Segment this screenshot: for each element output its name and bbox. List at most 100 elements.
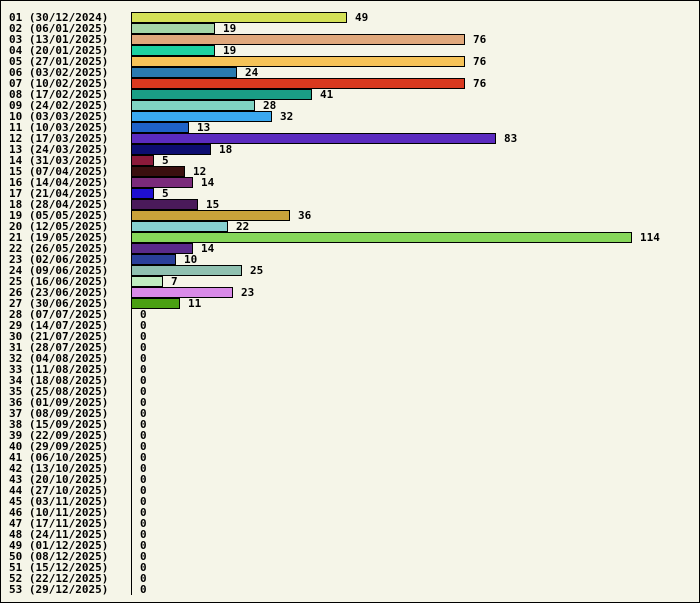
bar: [131, 298, 180, 309]
category-label: 27 (30/06/2025): [9, 297, 108, 310]
bar: [131, 188, 154, 199]
value-label: 0: [140, 473, 147, 486]
bar: [131, 287, 233, 298]
value-label: 76: [473, 77, 487, 90]
category-label: 25 (16/06/2025): [9, 275, 108, 288]
bar: [131, 155, 154, 166]
value-label: 13: [197, 121, 210, 134]
value-label: 0: [140, 495, 147, 508]
value-label: 0: [140, 396, 147, 409]
value-label: 0: [140, 506, 147, 519]
category-label: 31 (28/07/2025): [9, 341, 108, 354]
category-label: 14 (31/03/2025): [9, 154, 108, 167]
value-label: 0: [140, 363, 147, 376]
bar: [131, 12, 347, 23]
category-labels: 01 (30/12/2024)02 (06/01/2025)03 (13/01/…: [9, 11, 108, 596]
category-label: 12 (17/03/2025): [9, 132, 108, 145]
category-label: 48 (24/11/2025): [9, 528, 108, 541]
category-label: 45 (03/11/2025): [9, 495, 108, 508]
value-label: 18: [219, 143, 232, 156]
value-label: 12: [193, 165, 206, 178]
value-label: 0: [140, 429, 147, 442]
value-label: 32: [280, 110, 293, 123]
category-label: 35 (25/08/2025): [9, 385, 108, 398]
category-label: 15 (07/04/2025): [9, 165, 108, 178]
value-label: 0: [140, 352, 147, 365]
value-label: 0: [140, 385, 147, 398]
category-label: 24 (09/06/2025): [9, 264, 108, 277]
category-label: 19 (05/05/2025): [9, 209, 108, 222]
category-label: 32 (04/08/2025): [9, 352, 108, 365]
value-label: 0: [140, 308, 147, 321]
value-label: 14: [201, 242, 215, 255]
value-label: 14: [201, 176, 215, 189]
value-label: 19: [223, 22, 236, 35]
category-label: 39 (22/09/2025): [9, 429, 108, 442]
category-label: 17 (21/04/2025): [9, 187, 108, 200]
category-label: 06 (03/02/2025): [9, 66, 108, 79]
category-label: 01 (30/12/2024): [9, 11, 108, 24]
category-label: 09 (24/02/2025): [9, 99, 108, 112]
bar: [131, 254, 176, 265]
value-label: 83: [504, 132, 517, 145]
value-label: 76: [473, 33, 487, 46]
value-label: 28: [263, 99, 276, 112]
category-label: 26 (23/06/2025): [9, 286, 108, 299]
category-label: 16 (14/04/2025): [9, 176, 108, 189]
category-label: 13 (24/03/2025): [9, 143, 108, 156]
value-label: 15: [206, 198, 219, 211]
category-label: 50 (08/12/2025): [9, 550, 108, 563]
value-labels: 4919761976247641283213831851214515362211…: [140, 11, 660, 596]
value-label: 23: [241, 286, 254, 299]
category-label: 49 (01/12/2025): [9, 539, 108, 552]
value-label: 0: [140, 484, 147, 497]
value-label: 0: [140, 528, 147, 541]
category-label: 11 (10/03/2025): [9, 121, 108, 134]
category-label: 22 (26/05/2025): [9, 242, 108, 255]
value-label: 41: [320, 88, 334, 101]
category-label: 37 (08/09/2025): [9, 407, 108, 420]
category-label: 44 (27/10/2025): [9, 484, 108, 497]
category-label: 28 (07/07/2025): [9, 308, 108, 321]
value-label: 25: [250, 264, 263, 277]
bar: [131, 210, 290, 221]
category-label: 43 (20/10/2025): [9, 473, 108, 486]
bar: [131, 89, 312, 100]
value-label: 0: [140, 517, 147, 530]
category-label: 08 (17/02/2025): [9, 88, 108, 101]
category-label: 23 (02/06/2025): [9, 253, 108, 266]
bar: [131, 122, 189, 133]
value-label: 22: [236, 220, 249, 233]
bars-layer: [131, 12, 632, 309]
bar: [131, 133, 496, 144]
category-label: 36 (01/09/2025): [9, 396, 108, 409]
category-label: 30 (21/07/2025): [9, 330, 108, 343]
value-label: 0: [140, 583, 147, 596]
value-label: 0: [140, 407, 147, 420]
value-label: 114: [640, 231, 660, 244]
value-label: 76: [473, 55, 487, 68]
value-label: 7: [171, 275, 178, 288]
category-label: 10 (03/03/2025): [9, 110, 108, 123]
value-label: 0: [140, 374, 147, 387]
bar: [131, 166, 185, 177]
bar: [131, 78, 465, 89]
value-label: 49: [355, 11, 368, 24]
value-label: 0: [140, 418, 147, 431]
category-label: 52 (22/12/2025): [9, 572, 108, 585]
bar: [131, 67, 237, 78]
value-label: 0: [140, 319, 147, 332]
category-label: 46 (10/11/2025): [9, 506, 108, 519]
value-label: 19: [223, 44, 236, 57]
category-label: 07 (10/02/2025): [9, 77, 108, 90]
value-label: 0: [140, 440, 147, 453]
bar: [131, 199, 198, 210]
bar: [131, 56, 465, 67]
category-label: 47 (17/11/2025): [9, 517, 108, 530]
category-label: 38 (15/09/2025): [9, 418, 108, 431]
category-label: 40 (29/09/2025): [9, 440, 108, 453]
bar: [131, 232, 632, 243]
value-label: 11: [188, 297, 202, 310]
